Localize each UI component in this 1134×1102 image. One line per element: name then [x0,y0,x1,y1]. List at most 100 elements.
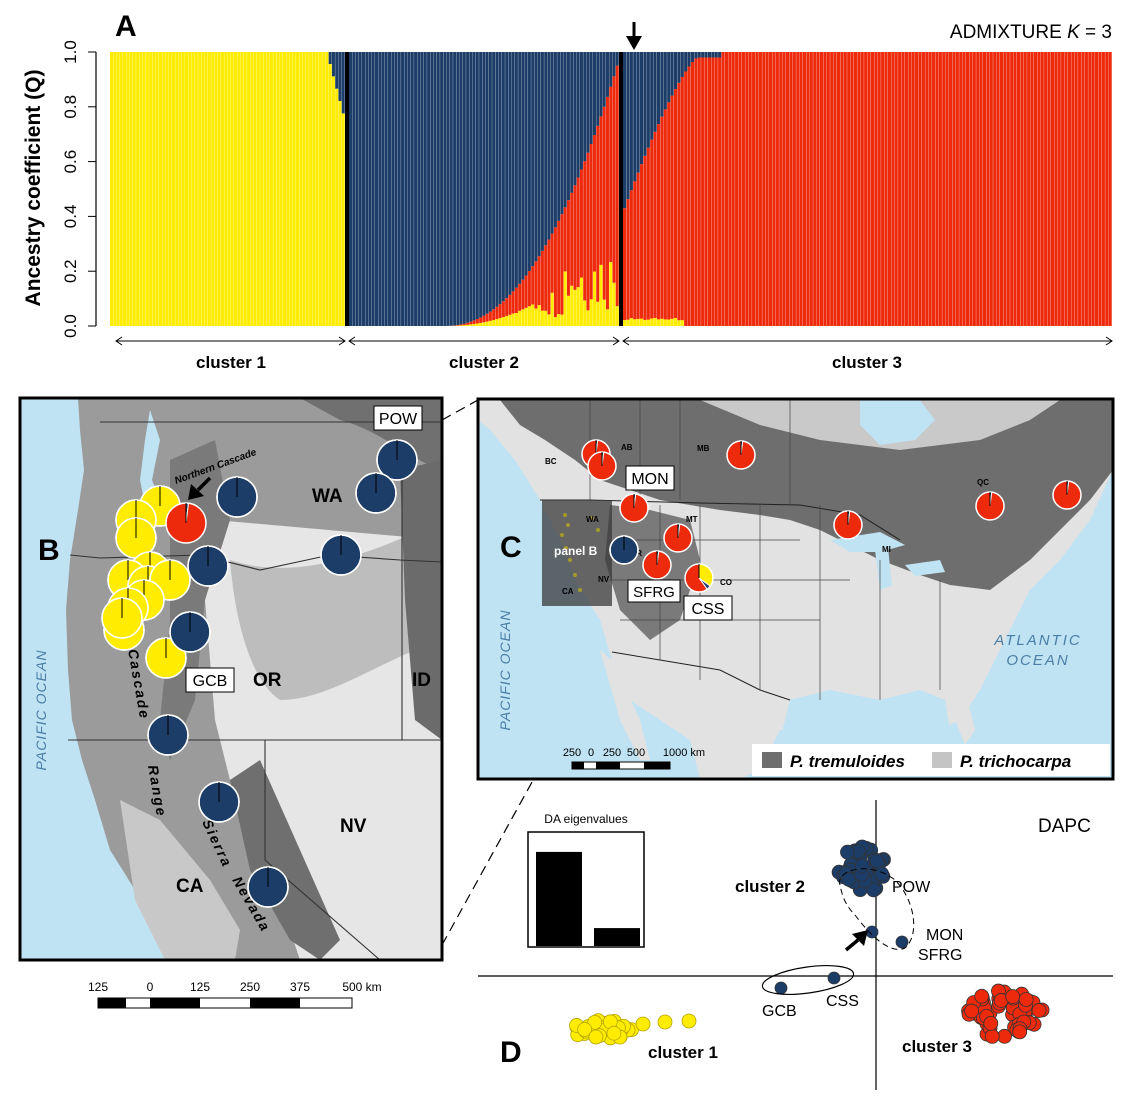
region-label-mi: MI [882,545,891,554]
admixture-bar-segment [544,245,548,311]
admixture-bar-segment [1084,52,1088,326]
admixture-bar-segment [701,57,705,326]
admixture-bar-segment [989,52,993,326]
admixture-bar-segment [796,52,800,326]
admixture-bar-segment [629,190,633,319]
admixture-bar-segment [181,52,185,326]
admixture-bar-segment [976,52,980,326]
admixture-bar-segment [472,320,476,324]
admixture-bar-segment [596,52,600,126]
admixture-bar-segment [155,52,159,326]
admixture-bar-segment [775,52,779,326]
admixture-bar-segment [639,318,644,326]
dapc-point [895,935,909,949]
dapc-cluster-2-label: cluster 2 [735,877,805,896]
admixture-bar-segment [375,52,379,326]
admixture-bar-segment [667,102,671,320]
dapc-point [865,925,879,939]
admixture-bar-segment [250,52,254,326]
admixture-bar-segment [570,285,574,326]
admixture-bar-segment [488,320,492,326]
admixture-bar-segment [615,65,619,307]
admixture-bar-segment [599,264,603,326]
admixture-bar-segment [1064,52,1068,326]
admixture-bar-segment [534,308,538,326]
admixture-bar-segment [1050,52,1054,326]
panel-a-letter: A [115,10,137,43]
admixture-bar-segment [260,52,264,326]
admixture-bar-segment [697,57,701,326]
admixture-bar-segment [485,52,489,314]
admixture-bar-segment [175,52,179,326]
admixture-bar-segment [583,161,587,301]
admixture-bar-segment [670,318,674,326]
admixture-bar-segment [149,52,153,326]
gcb-css-ellipse [761,965,855,995]
admixture-bar-segment [279,52,283,326]
admixture-bar-segment [338,52,342,102]
admixture-bar-segment [843,52,847,326]
admixture-bar-segment [378,52,382,326]
scale-labels-b: 125 0 125 250 375 500 km [88,980,382,994]
admixture-bar-segment [711,52,715,58]
admixture-bar-segment [537,305,541,326]
admixture-bar-segment [557,52,561,221]
admixture-bar-segment [853,52,858,326]
admixture-bar-segment [312,52,316,326]
admixture-bar-segment [663,52,667,110]
admixture-bar-segment [328,63,332,326]
admixture-bar-segment [544,310,548,326]
eigen-bars [536,851,640,946]
admixture-bar-segment [537,52,541,257]
admixture-bar-segment [286,52,290,326]
admixture-bar-segment [898,52,902,326]
admixture-bar-segment [670,95,674,319]
scale-label: 0 [147,980,154,994]
admixture-bar-segment [605,96,609,310]
population-pie [587,451,617,481]
admixture-bar-segment [612,76,616,283]
admixture-bar-segment [469,324,473,326]
admixture-title: ADMIXTURE K = 3 [950,22,1112,43]
admixture-bar-segment [514,52,518,288]
region-label-nv: NV [598,575,610,584]
scale-label: 500 [627,747,645,759]
admixture-bar-segment [335,88,339,327]
map-c-frame [476,397,1115,781]
admixture-bar-segment [331,52,335,77]
dapc-point [606,1025,622,1041]
admixture-bar-segment [488,311,492,321]
admixture-bar-segment [1061,52,1065,326]
sfrg-label: SFRG [633,584,675,601]
admixture-bar-segment [404,52,408,326]
population-pie [833,510,863,540]
region-label-qc: QC [977,478,989,487]
admixture-bar-segment [534,52,538,262]
dapc-point [984,1029,1000,1044]
admixture-bar-segment [240,52,244,326]
state-label-nv: NV [340,816,367,837]
admixture-bar-segment [207,52,211,326]
admixture-bar-segment [599,116,603,265]
dapc-point [1018,992,1034,1007]
admixture-bar-segment [660,116,664,319]
admixture-bar-segment [566,200,570,296]
aspen-range [500,400,1113,590]
admixture-bar-segment [792,52,796,326]
admixture-bar-segment [694,58,698,326]
scale-bar-b [97,997,353,1009]
admixture-bar-segment [802,52,807,326]
admixture-bar-segment [650,52,654,140]
arrow-marker [626,22,642,50]
admixture-bar-segment [656,52,661,125]
admixture-bar-segment [518,52,522,284]
admixture-bar-segment [152,52,156,326]
admixture-bar-segment [1105,52,1109,326]
admixture-bar-segment [1057,52,1061,326]
admixture-bar-segment [371,52,375,326]
admixture-bar-segment [145,52,149,326]
population-pie [376,439,418,481]
admixture-bar-segment [579,169,583,278]
admixture-bar-segment [414,52,418,326]
region-label-co: CO [720,578,732,587]
